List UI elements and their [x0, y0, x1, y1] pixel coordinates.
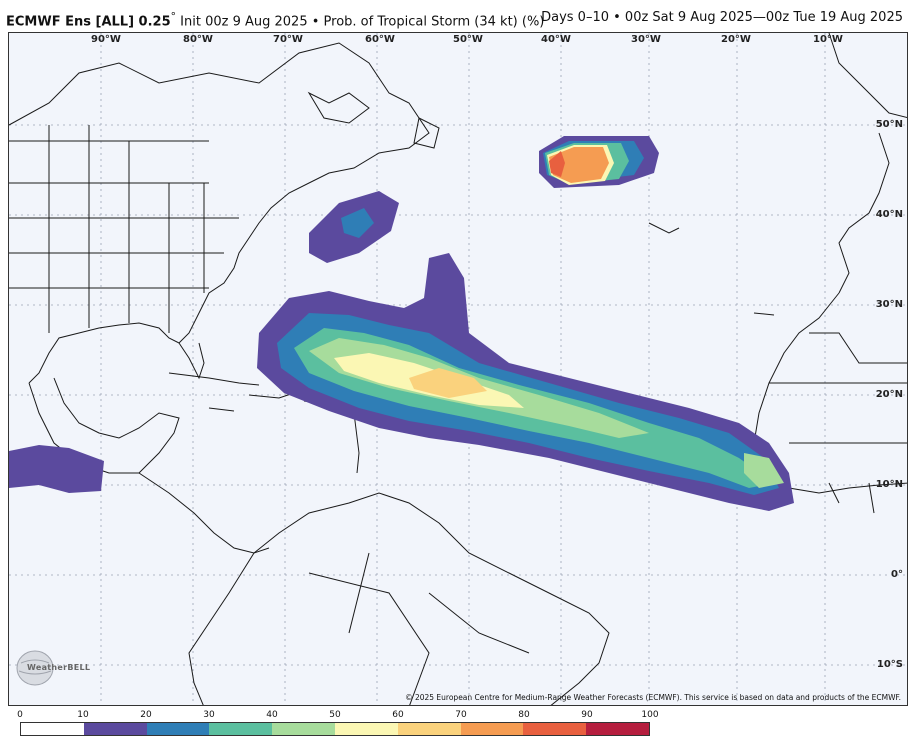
- map-panel[interactable]: 90°W 80°W 70°W 60°W 50°W 40°W 30°W 20°W …: [8, 32, 908, 706]
- legend-color-segment: [83, 723, 147, 735]
- probability-field: [9, 136, 794, 511]
- legend-color-segment: [586, 723, 649, 735]
- title-model: ECMWF Ens [ALL] 0.25: [6, 14, 171, 30]
- logo-globe-icon: [16, 650, 54, 686]
- header: ECMWF Ens [ALL] 0.25° Init 00z 9 Aug 202…: [0, 0, 913, 32]
- legend-tick-label: 10: [77, 710, 89, 720]
- title-degree: °: [170, 10, 177, 23]
- legend-tick-label: 90: [581, 710, 593, 720]
- legend-tick-label: 0: [17, 710, 23, 720]
- legend-color-segment: [209, 723, 273, 735]
- legend-tick-label: 70: [455, 710, 467, 720]
- lon-label-60w: 60°W: [365, 34, 395, 45]
- legend-color-segment: [272, 723, 335, 735]
- lat-label-10n: 10°N: [875, 479, 903, 490]
- lon-label-20w: 20°W: [721, 34, 751, 45]
- legend-color-segment: [397, 723, 461, 735]
- legend-tick-label: 60: [392, 710, 404, 720]
- lon-label-70w: 70°W: [273, 34, 303, 45]
- lon-label-30w: 30°W: [631, 34, 661, 45]
- coastlines: [9, 33, 907, 705]
- lat-label-50n: 50°N: [875, 119, 903, 130]
- legend-color-segment: [334, 723, 398, 735]
- weatherbell-logo: WeatherBELL: [13, 649, 90, 687]
- copyright-notice: © 2025 European Centre for Medium-Range …: [405, 693, 901, 702]
- lon-label-80w: 80°W: [183, 34, 213, 45]
- chart-title: ECMWF Ens [ALL] 0.25° Init 00z 9 Aug 202…: [6, 10, 544, 29]
- lon-label-10w: 10°W: [813, 34, 843, 45]
- legend-colorbar: [20, 722, 650, 736]
- lon-label-90w: 90°W: [91, 34, 121, 45]
- lon-label-40w: 40°W: [541, 34, 571, 45]
- legend-color-segment: [460, 723, 524, 735]
- logo-text: WeatherBELL: [27, 663, 91, 672]
- lat-label-20n: 20°N: [875, 389, 903, 400]
- legend-tick-label: 20: [140, 710, 152, 720]
- lat-label-30n: 30°N: [875, 299, 903, 310]
- legend-color-segment: [523, 723, 587, 735]
- lon-label-50w: 50°W: [453, 34, 483, 45]
- legend-tick-label: 100: [641, 710, 659, 720]
- legend-tick-label: 80: [518, 710, 530, 720]
- valid-time-range: Days 0–10 • 00z Sat 9 Aug 2025—00z Tue 1…: [541, 10, 903, 25]
- map-svg: [9, 33, 907, 705]
- title-description: Init 00z 9 Aug 2025 • Prob. of Tropical …: [176, 14, 545, 30]
- legend-color-segment: [146, 723, 210, 735]
- lat-label-40n: 40°N: [875, 209, 903, 220]
- lat-label-0: 0°: [891, 569, 903, 580]
- legend-tick-label: 50: [329, 710, 341, 720]
- legend-tick-label: 40: [266, 710, 278, 720]
- lat-label-10s: 10°S: [876, 659, 903, 670]
- legend-color-segment: [21, 723, 84, 735]
- legend-tick-label: 30: [203, 710, 215, 720]
